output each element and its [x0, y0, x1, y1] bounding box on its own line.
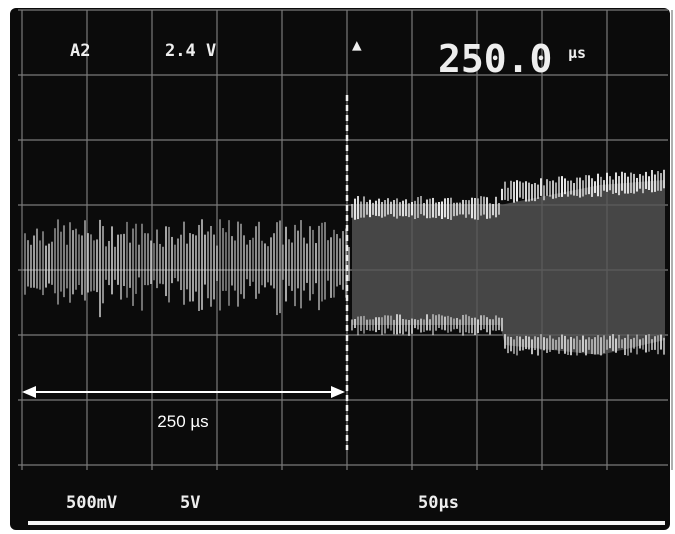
channel-readout: A2: [70, 41, 90, 61]
trigger-icon: ▲: [352, 35, 362, 54]
arrow-head: [22, 386, 36, 398]
timebase: 50µs: [418, 493, 459, 513]
arrow-head: [331, 386, 345, 398]
ch1-scale: 500mV: [66, 493, 117, 513]
level-readout: 2.4 V: [165, 41, 216, 61]
span-label: 250 µs: [157, 412, 208, 431]
trace-body: [352, 180, 665, 355]
delay-readout: 250.0: [438, 37, 552, 81]
trace: [24, 169, 665, 356]
delay-unit: µs: [568, 44, 586, 62]
ch2-scale: 5V: [180, 493, 200, 513]
